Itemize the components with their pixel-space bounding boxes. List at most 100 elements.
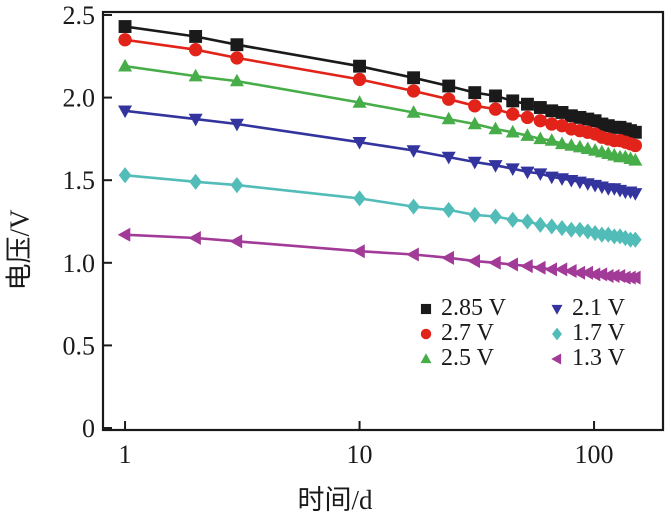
triangle-up-marker	[555, 136, 570, 150]
triangle-up-icon	[417, 350, 435, 368]
diamond-icon	[548, 325, 566, 343]
square-marker	[407, 71, 421, 85]
square-marker	[533, 101, 547, 114]
triangle-down-marker	[229, 118, 244, 132]
circle-marker	[188, 43, 203, 57]
circle-marker	[488, 102, 503, 116]
triangle-down-glyph	[551, 304, 563, 315]
triangle-up-marker	[505, 124, 520, 138]
y-tick-label: 2.0	[63, 84, 96, 113]
circle-marker	[545, 117, 559, 131]
triangle-left-marker	[520, 259, 533, 274]
diamond-marker	[442, 201, 456, 218]
square-marker	[353, 59, 366, 73]
triangle-up-marker	[352, 95, 367, 108]
circle-marker	[533, 114, 547, 128]
circle-marker	[406, 84, 421, 98]
circle-marker	[628, 138, 642, 153]
circle-marker	[420, 328, 432, 339]
triangle-down-marker	[533, 168, 548, 181]
y-tick-label: 1.0	[63, 249, 96, 278]
x-tick-label: 1	[119, 440, 132, 469]
square-marker	[489, 89, 502, 103]
diamond-marker	[353, 190, 366, 207]
triangle-left-marker	[554, 262, 568, 277]
triangle-up-marker	[564, 138, 579, 151]
triangle-up-marker	[118, 58, 133, 72]
square-marker	[442, 79, 456, 93]
square-marker	[118, 20, 132, 33]
circle-marker	[442, 92, 456, 106]
circle-marker	[118, 33, 132, 47]
triangle-left-marker	[551, 353, 562, 364]
legend-label: 2.85 V	[441, 295, 506, 321]
circle-marker	[468, 99, 482, 113]
diamond-marker	[629, 231, 642, 248]
square-marker	[420, 303, 432, 314]
triangle-down-marker	[118, 105, 133, 119]
triangle-down-icon	[548, 300, 566, 318]
triangle-left-marker	[505, 257, 518, 272]
triangle-down-marker	[467, 156, 482, 170]
y-tick-label: 0.5	[63, 331, 96, 360]
diamond-marker	[552, 327, 562, 340]
triangle-left-marker	[229, 234, 243, 249]
circle-marker	[230, 51, 244, 65]
y-tick-label: 2.5	[63, 1, 96, 30]
square-marker	[628, 125, 642, 139]
legend-item-1.3v: 1.3 V	[548, 345, 625, 372]
triangle-up-marker	[229, 73, 244, 87]
triangle-down-marker	[520, 166, 535, 180]
legend-label: 2.7 V	[441, 320, 494, 346]
triangle-left-marker	[532, 260, 546, 275]
triangle-left-marker	[441, 250, 454, 265]
triangle-left-marker	[572, 265, 586, 280]
triangle-up-glyph	[420, 352, 432, 363]
x-tick-label: 100	[575, 440, 614, 469]
y-tick-label: 0	[82, 414, 95, 443]
diamond-marker	[189, 173, 202, 190]
triangle-left-marker	[406, 247, 419, 262]
triangle-left-icon	[548, 350, 566, 368]
square-marker	[506, 94, 520, 108]
square-glyph	[420, 303, 432, 314]
circle-icon	[417, 325, 435, 343]
diamond-marker	[565, 221, 578, 238]
diamond-marker	[534, 216, 547, 233]
triangle-down-marker	[406, 145, 421, 158]
triangle-up-marker	[406, 105, 421, 118]
circle-marker	[352, 72, 367, 87]
diamond-marker	[545, 218, 559, 235]
triangle-down-marker	[628, 188, 643, 201]
diamond-marker	[489, 208, 502, 225]
triangle-up-marker	[441, 111, 456, 125]
triangle-down-marker	[441, 151, 456, 165]
triangle-up-marker	[188, 68, 203, 82]
triangle-left-glyph	[551, 353, 562, 364]
plot-frame	[101, 10, 665, 432]
legend-label: 1.7 V	[572, 320, 625, 346]
diamond-glyph	[552, 327, 562, 340]
triangle-down-marker	[505, 163, 520, 176]
triangle-up-marker	[420, 352, 432, 363]
triangle-up-marker	[628, 153, 643, 166]
triangle-left-marker	[594, 267, 608, 282]
triangle-down-marker	[352, 136, 367, 150]
diamond-marker	[521, 213, 534, 230]
diamond-marker	[595, 226, 609, 243]
triangle-left-marker	[188, 231, 201, 246]
diamond-marker	[573, 221, 587, 238]
triangle-down-marker	[188, 113, 203, 127]
triangle-left-marker	[580, 265, 594, 280]
triangle-down-marker	[551, 304, 563, 315]
legend-item-2.1v: 2.1 V	[548, 295, 625, 322]
triangle-up-marker	[488, 121, 503, 135]
legend-item-1.7v: 1.7 V	[548, 320, 625, 347]
triangle-left-marker	[563, 264, 577, 279]
square-icon	[417, 300, 435, 318]
diamond-marker	[230, 177, 244, 194]
legend-label: 1.3 V	[572, 345, 625, 371]
triangle-left-marker	[488, 255, 501, 270]
